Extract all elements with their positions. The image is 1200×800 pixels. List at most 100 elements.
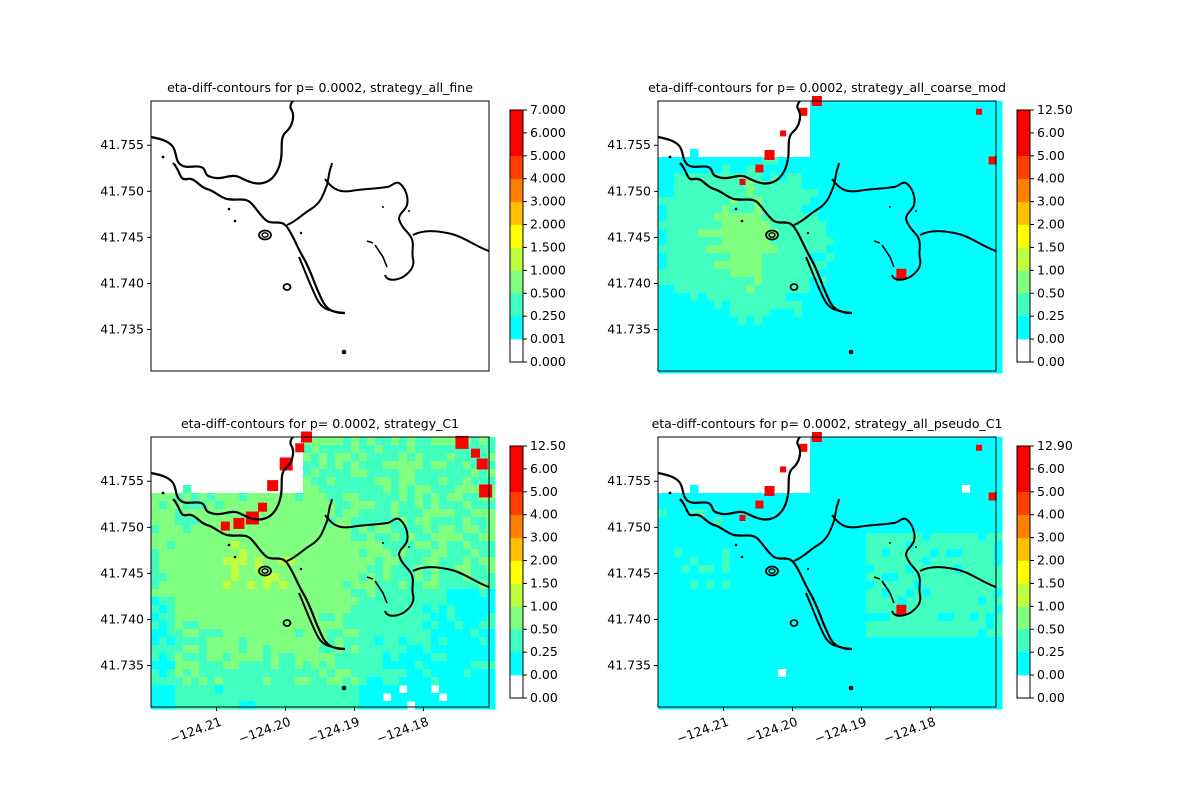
contour-cell [954, 149, 963, 158]
contour-cell [954, 581, 963, 590]
contour-cell [730, 269, 739, 278]
contour-cell [431, 661, 440, 670]
contour-cell [762, 573, 771, 582]
contour-cell [207, 541, 216, 550]
contour-cell [311, 661, 320, 670]
contour-cell [463, 549, 472, 558]
contour-cell [383, 669, 392, 678]
contour-cell [874, 301, 883, 310]
contour-cell [810, 349, 819, 358]
contour-cell [383, 533, 392, 542]
contour-cell [722, 349, 731, 358]
contour-cell [954, 181, 963, 190]
contour-cell [762, 189, 771, 198]
contour-cell [247, 525, 256, 534]
contour-cell [770, 253, 779, 262]
contour-cell [882, 613, 891, 622]
contour-cell [191, 581, 200, 590]
contour-cell [335, 445, 344, 454]
contour-cell [914, 549, 923, 558]
contour-cell [890, 541, 899, 550]
contour-cell [359, 685, 368, 694]
contour-cell [682, 301, 691, 310]
contour-cell [882, 477, 891, 486]
contour-cell [447, 541, 456, 550]
contour-cell [906, 149, 915, 158]
contour-cell [303, 517, 312, 526]
contour-cell [970, 525, 979, 534]
contour-cell [391, 701, 400, 710]
contour-cell [706, 237, 715, 246]
contour-cell [690, 213, 699, 222]
contour-cell [802, 525, 811, 534]
contour-cell [866, 309, 875, 318]
contour-cell [183, 549, 192, 558]
colorbar-segment [510, 468, 523, 493]
contour-cell [882, 261, 891, 270]
contour-cell [746, 293, 755, 302]
contour-cell [383, 509, 392, 518]
contour-cell [994, 605, 1003, 614]
contour-cell [866, 477, 875, 486]
contour-cell [690, 509, 699, 518]
contour-cell [858, 693, 867, 702]
contour-cell [802, 285, 811, 294]
contour-cell [890, 205, 899, 214]
contour-cell [970, 301, 979, 310]
contour-cell [271, 493, 280, 502]
contour-cell [762, 589, 771, 598]
contour-cell [866, 485, 875, 494]
contour-cell [722, 221, 731, 230]
contour-cell [714, 493, 723, 502]
contour-cell [930, 653, 939, 662]
contour-cell [319, 573, 328, 582]
contour-cell [746, 341, 755, 350]
contour-cell [946, 549, 955, 558]
contour-cell [898, 229, 907, 238]
contour-cell [890, 213, 899, 222]
contour-cell [922, 461, 931, 470]
contour-cell [890, 325, 899, 334]
contour-cell [954, 621, 963, 630]
contour-cell [311, 565, 320, 574]
contour-cell [706, 173, 715, 182]
contour-cell [994, 133, 1003, 142]
contour-cell [890, 533, 899, 542]
contour-cell [794, 317, 803, 326]
contour-cell [994, 693, 1003, 702]
contour-cell [818, 453, 827, 462]
contour-cell [279, 493, 288, 502]
contour-cell [826, 333, 835, 342]
contour-cell [842, 693, 851, 702]
contour-cell [674, 229, 683, 238]
contour-cell [994, 109, 1003, 118]
contour-cell [263, 581, 272, 590]
contour-cell [970, 557, 979, 566]
panel-3: eta-diff-contours for p= 0.0002, strateg… [100, 416, 566, 746]
contour-cell [239, 637, 248, 646]
contour-cell [666, 517, 675, 526]
contour-cell [970, 485, 979, 494]
contour-cell [842, 557, 851, 566]
contour-cell [375, 509, 384, 518]
contour-cell [938, 453, 947, 462]
contour-cell [423, 445, 432, 454]
contour-cell [167, 677, 176, 686]
contour-cell [343, 525, 352, 534]
contour-cell [399, 629, 408, 638]
contour-cell [738, 253, 747, 262]
contour-cell [674, 653, 683, 662]
contour-cell [954, 253, 963, 262]
contour-cell [858, 269, 867, 278]
contour-cell [399, 437, 408, 446]
contour-cell [738, 653, 747, 662]
contour-cell [818, 309, 827, 318]
contour-cell [423, 541, 432, 550]
contour-cell [311, 613, 320, 622]
contour-cell [866, 693, 875, 702]
contour-cell [159, 493, 168, 502]
contour-cell [818, 125, 827, 134]
contour-cell [303, 525, 312, 534]
contour-cell [215, 533, 224, 542]
contour-cell [415, 693, 424, 702]
